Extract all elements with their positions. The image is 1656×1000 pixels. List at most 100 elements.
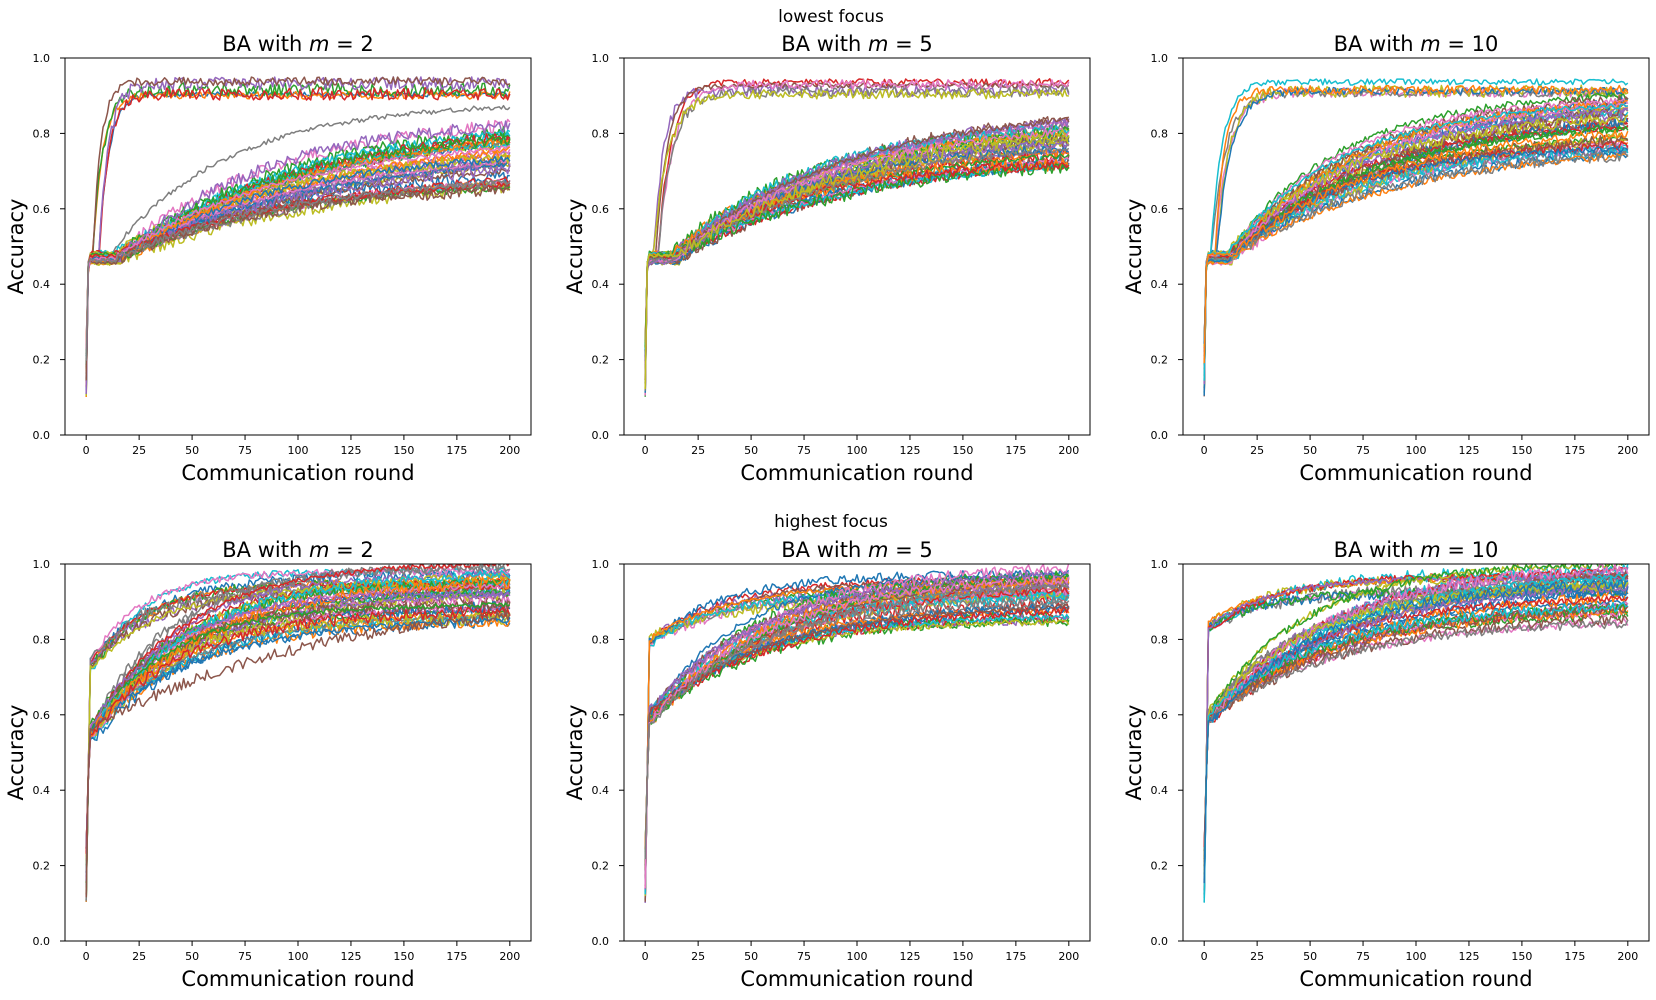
y-tick-label: 0.0 [592,935,610,948]
series-line-slow-bulk [1203,150,1629,377]
series-line-slow-bulk [85,144,511,350]
x-tick-label: 50 [185,444,199,457]
series-line-slow-bulk [1203,139,1629,374]
x-axis-label: Communication round [1299,967,1532,991]
series-line-slow-bulk [1203,150,1629,396]
chart-panel-lowest-focus-m2: 0 25 50 75 100 125 150 175 200 0.0 0.2 0.4 0.6 0.8 1.0… [4,32,532,485]
x-tick-label: 100 [288,444,309,457]
x-tick-label: 100 [1406,950,1427,963]
x-tick-label: 75 [797,444,811,457]
series-line-bulk [644,595,1070,860]
series-line-bulk [85,589,511,881]
y-tick-label: 0.0 [1151,935,1169,948]
series-line-high-fast [644,88,1069,366]
series-line-bulk [85,600,511,882]
series-line-bulk [85,600,511,849]
series-line-bulk [1203,603,1629,888]
x-tick-label: 125 [1458,444,1479,457]
y-axis-label: Accuracy [4,705,28,801]
y-tick-label: 0.4 [33,278,51,291]
y-tick-label: 0.6 [33,709,51,722]
x-tick-label: 50 [1303,444,1317,457]
y-tick-label: 0.6 [33,203,51,216]
series-group [644,78,1070,397]
series-line-slow-bulk [1203,146,1629,345]
x-tick-label: 100 [288,950,309,963]
y-tick-label: 0.4 [33,784,51,797]
series-line-bulk [644,591,1069,892]
y-tick-label: 1.0 [592,558,610,571]
y-tick-label: 1.0 [1151,52,1169,65]
chart-panel-highest-focus-m10: 0 25 50 75 100 125 150 175 200 0.0 0.2 0.4 0.6 0.8 1.0… [1122,538,1650,991]
y-tick-label: 0.8 [33,127,51,140]
x-tick-label: 125 [899,444,920,457]
series-line-slow-bulk [85,179,511,398]
series-line-bulk [85,569,511,881]
y-tick-label: 0.2 [592,354,610,367]
series-group [1203,78,1629,397]
series-line-slow-bulk [85,185,511,360]
x-tick-label: 25 [691,950,705,963]
x-tick-label: 75 [797,950,811,963]
series-line-high-fast [85,76,511,345]
series-line-bulk [644,583,1070,853]
chart-panel-highest-focus-m2: 0 25 50 75 100 125 150 175 200 0.0 0.2 0.4 0.6 0.8 1.0… [4,538,532,991]
panel-title: BA with m = 5 [781,538,932,562]
x-tick-label: 125 [1458,950,1479,963]
series-group [644,564,1070,903]
x-tick-label: 100 [847,950,868,963]
series-line-slow-bulk [85,181,511,387]
x-tick-label: 50 [185,950,199,963]
y-axis-label: Accuracy [563,705,587,801]
series-line-high-fast [1203,78,1629,343]
series-line-bulk [85,564,510,849]
x-tick-label: 25 [132,444,146,457]
y-tick-label: 0.2 [1151,860,1169,873]
x-tick-label: 175 [1564,444,1585,457]
panel-title: BA with m = 2 [222,538,373,562]
series-line-high-fast [85,82,511,365]
series-line-bulk [1203,601,1629,851]
series-line-slow-bulk [85,132,511,375]
series-line-bulk [1203,619,1629,890]
series-line-slow-bulk [85,179,510,361]
series-line-bulk [1203,610,1629,852]
series-line-bulk [644,600,1070,867]
series-line-bulk [644,607,1070,887]
series-line-slow-bulk [1203,132,1628,386]
x-tick-label: 0 [83,444,90,457]
panel-title: BA with m = 2 [222,32,373,56]
series-line-high-fast [85,87,511,362]
x-tick-label: 50 [1303,950,1317,963]
series-line-slow-bulk [644,161,1070,380]
panel-title: BA with m = 10 [1334,32,1499,56]
x-tick-label: 75 [1356,444,1370,457]
chart-panel-highest-focus-m5: 0 25 50 75 100 125 150 175 200 0.0 0.2 0.4 0.6 0.8 1.0… [563,538,1091,991]
series-line-slow-bulk [1203,102,1628,361]
y-tick-label: 1.0 [1151,558,1169,571]
panels: 0 25 50 75 100 125 150 175 200 0.0 0.2 0.4 0.6 0.8 1.0… [4,32,1650,991]
series-line-bulk [644,571,1070,876]
series-line-slow-bulk [1203,139,1629,350]
y-tick-label: 1.0 [33,558,51,571]
y-tick-label: 0.0 [1151,429,1169,442]
y-tick-label: 0.8 [592,633,610,646]
panel-title: BA with m = 10 [1334,538,1499,562]
x-tick-label: 175 [446,444,467,457]
series-line-bulk [85,604,511,877]
x-tick-label: 200 [499,444,520,457]
x-tick-label: 0 [642,950,649,963]
y-tick-label: 0.8 [1151,633,1169,646]
series-line-bulk [1203,606,1629,874]
y-axis-label: Accuracy [1122,705,1146,801]
y-tick-label: 0.4 [1151,278,1169,291]
series-line-slow-bulk [1203,92,1629,394]
y-tick-label: 0.2 [33,354,51,367]
series-line-slow-bulk [644,129,1070,390]
series-line-lowest [85,610,511,898]
series-group [85,564,511,902]
x-tick-label: 200 [1617,444,1638,457]
series-line-slow-bulk [85,168,511,367]
x-tick-label: 50 [744,444,758,457]
series-line-bulk [85,612,511,866]
